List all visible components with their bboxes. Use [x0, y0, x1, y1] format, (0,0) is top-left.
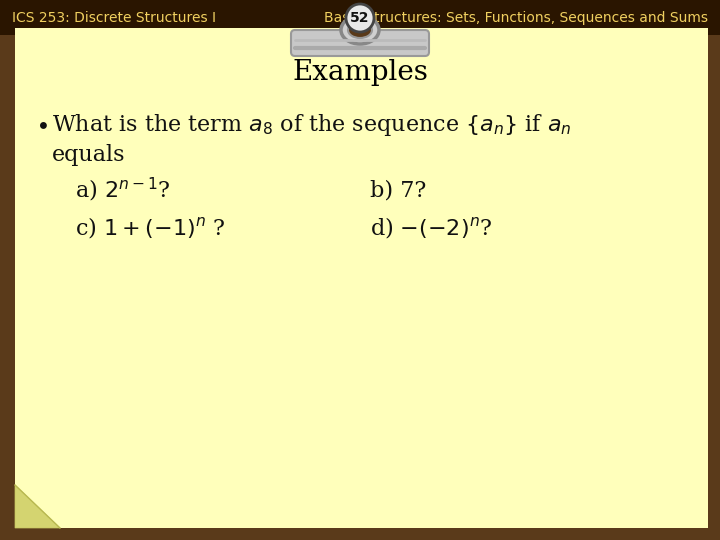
Text: Basic Structures: Sets, Functions, Sequences and Sums: Basic Structures: Sets, Functions, Seque… — [324, 11, 708, 25]
Ellipse shape — [348, 22, 372, 38]
Text: b) 7?: b) 7? — [370, 179, 426, 201]
Text: a) $2^{n-1}$?: a) $2^{n-1}$? — [75, 176, 171, 204]
Text: ICS 253: Discrete Structures I: ICS 253: Discrete Structures I — [12, 11, 216, 25]
Text: Examples: Examples — [292, 58, 428, 85]
Text: d) $-(-2)^n$?: d) $-(-2)^n$? — [370, 214, 492, 240]
Circle shape — [346, 4, 374, 32]
Text: 52: 52 — [350, 11, 370, 25]
Bar — [0, 0, 720, 35]
Text: equals: equals — [52, 144, 125, 166]
FancyBboxPatch shape — [291, 30, 429, 56]
Text: What is the term $a_8$ of the sequence $\{a_n\}$ if $a_n$: What is the term $a_8$ of the sequence $… — [52, 112, 572, 138]
Text: $\bullet$: $\bullet$ — [35, 113, 48, 137]
Polygon shape — [15, 485, 60, 528]
Ellipse shape — [341, 16, 379, 44]
Text: c) $1 + (-1)^n$ ?: c) $1 + (-1)^n$ ? — [75, 214, 225, 240]
